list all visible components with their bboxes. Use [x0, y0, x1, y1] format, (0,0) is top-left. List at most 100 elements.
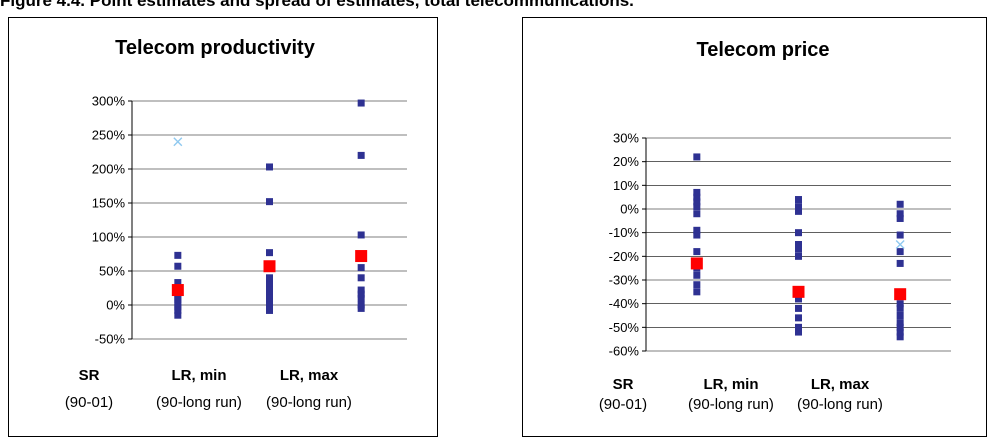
estimate-point: [693, 271, 701, 279]
estimate-point: [896, 210, 904, 218]
estimate-point: [266, 303, 273, 311]
y-tick-label: -10%: [609, 225, 640, 240]
category-sublabel: (90-long run): [797, 396, 883, 413]
estimate-point: [357, 99, 365, 107]
estimate-point: [266, 163, 273, 171]
estimate-point: [896, 304, 904, 312]
category-sublabel: (90-01): [65, 394, 113, 411]
estimate-point: [795, 241, 802, 248]
y-tick-label: -40%: [609, 296, 640, 311]
y-tick-label: 250%: [92, 128, 126, 143]
y-tick-label: 50%: [99, 264, 125, 279]
estimate-point: [896, 259, 904, 267]
estimate-point: [795, 207, 802, 215]
estimate-point: [266, 274, 273, 282]
estimate-point: [693, 288, 701, 296]
estimate-point: [357, 286, 365, 294]
estimate-point: [896, 319, 904, 327]
estimate-point: [795, 323, 802, 331]
estimate-point: [174, 300, 182, 308]
estimate-point: [795, 304, 802, 312]
estimate-point: [174, 293, 182, 301]
category-sublabel: (90-long run): [688, 396, 774, 413]
estimate-point: [174, 251, 182, 259]
point-estimate-marker: [894, 288, 907, 301]
category-label: LR, min: [172, 367, 227, 384]
estimate-point: [896, 300, 904, 308]
y-tick-label: 20%: [613, 154, 639, 169]
category-label: SR: [613, 376, 634, 393]
estimate-point: [795, 328, 802, 336]
estimate-point: [266, 284, 273, 292]
estimate-point: [795, 252, 802, 260]
category-sublabel: (90-01): [599, 396, 647, 413]
estimate-point: [896, 231, 904, 239]
estimate-point: [693, 198, 701, 206]
chart-panel-productivity: Telecom productivity -50% 0% 50% 100% 150% 200…: [8, 17, 438, 437]
estimate-point: [357, 151, 365, 159]
y-tick-label: -30%: [609, 273, 640, 288]
estimate-point: [896, 333, 904, 341]
y-tick-label: 0%: [620, 202, 639, 217]
estimate-point: [693, 210, 701, 218]
estimate-point: [693, 193, 701, 201]
estimate-point: [693, 188, 701, 196]
estimate-point: [795, 203, 802, 211]
y-tick-label: -50%: [609, 320, 640, 335]
estimate-point: [693, 231, 701, 239]
category-label: SR: [79, 367, 100, 384]
estimate-point: [357, 274, 365, 282]
point-estimate-marker: [263, 260, 276, 273]
estimate-point: [896, 328, 904, 336]
estimate-point: [266, 198, 273, 206]
point-estimate-marker: [355, 250, 368, 263]
y-tick-label: 0%: [106, 298, 125, 313]
y-tick-label: -50%: [95, 332, 126, 347]
outlier-cross-marker: [173, 137, 183, 147]
estimate-point: [795, 196, 802, 204]
estimate-point: [795, 229, 802, 237]
category-label: LR, min: [704, 376, 759, 393]
y-tick-label: 200%: [92, 162, 126, 177]
estimate-point: [174, 279, 182, 287]
estimate-point: [693, 203, 701, 211]
y-tick-label: 100%: [92, 230, 126, 245]
estimate-point: [357, 290, 365, 298]
point-estimate-marker: [792, 285, 805, 298]
estimate-point: [693, 226, 701, 234]
figure-caption: Figure 4.4. Point estimates and spread o…: [0, 0, 634, 10]
estimate-point: [693, 248, 701, 256]
category-label: LR, max: [280, 367, 339, 384]
outlier-cross-marker: [895, 240, 905, 249]
chart-price: Telecom price -60% -50% -40% -30% -20% -10% 0% 1…: [599, 39, 951, 413]
estimate-point: [174, 262, 182, 270]
category-sublabel: (90-long run): [266, 394, 352, 411]
estimate-point: [357, 231, 365, 239]
y-tick-label: -20%: [609, 249, 640, 264]
estimate-point: [357, 294, 365, 302]
estimate-point: [896, 214, 904, 222]
y-tick-label: 30%: [613, 131, 639, 146]
point-estimate-marker: [171, 284, 184, 297]
estimate-point: [795, 295, 802, 303]
estimate-point: [896, 248, 904, 256]
chart-productivity: Telecom productivity -50% 0% 50% 100% 150% 200…: [65, 37, 407, 411]
point-estimate-marker: [690, 257, 703, 270]
estimate-point: [266, 249, 273, 257]
category-label: LR, max: [811, 376, 870, 393]
y-tick-label: 10%: [613, 178, 639, 193]
estimate-point: [795, 245, 802, 253]
estimate-point: [896, 323, 904, 331]
estimate-point: [896, 312, 904, 319]
y-tick-label: -60%: [609, 344, 640, 359]
y-tick-label: 150%: [92, 196, 126, 211]
y-tick-label: 300%: [92, 94, 126, 109]
estimate-point: [795, 314, 802, 322]
estimate-point: [174, 311, 182, 319]
chart-title: Telecom price: [696, 39, 829, 61]
estimate-point: [896, 200, 904, 208]
category-sublabel: (90-long run): [156, 394, 242, 411]
estimate-point: [693, 153, 701, 161]
estimate-point: [357, 301, 365, 309]
estimate-point: [357, 264, 365, 272]
